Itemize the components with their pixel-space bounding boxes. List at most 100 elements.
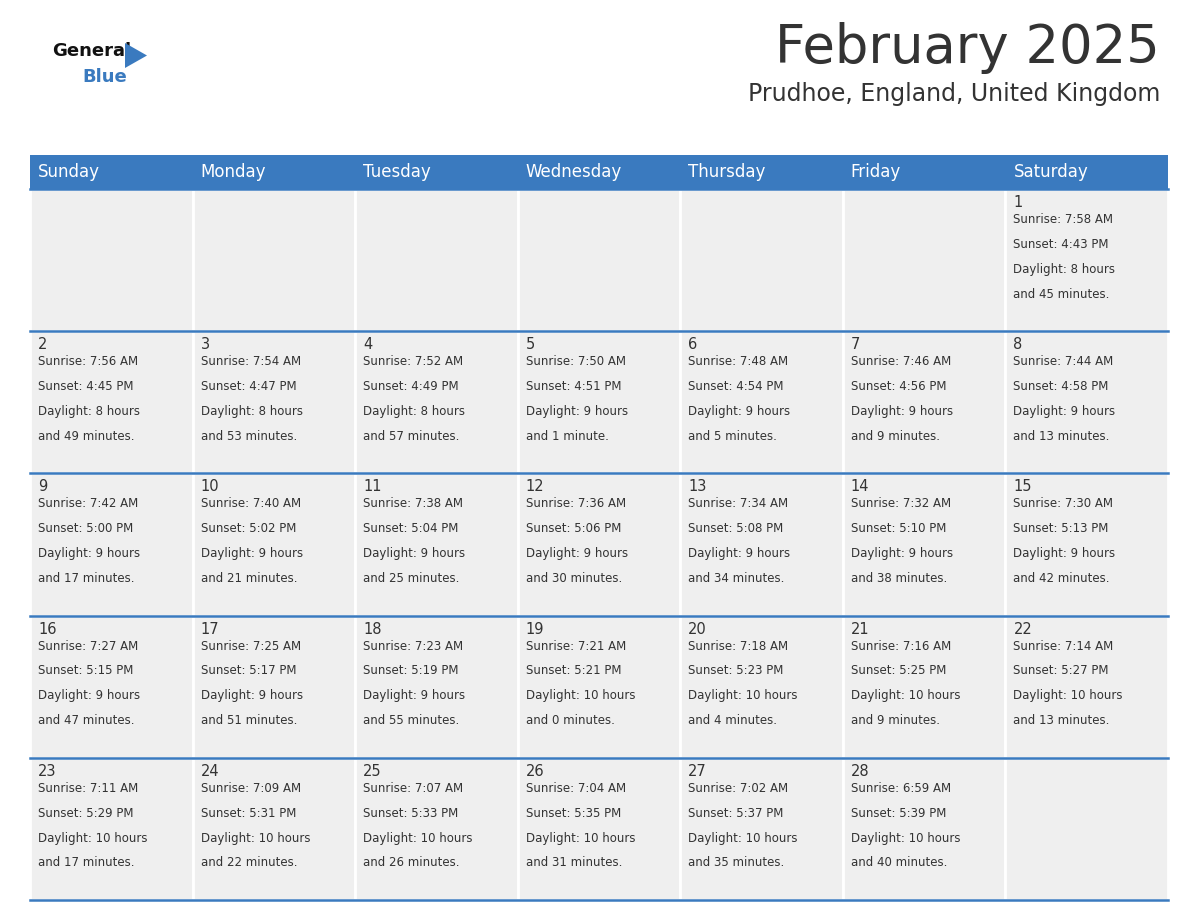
Text: and 13 minutes.: and 13 minutes. xyxy=(1013,430,1110,442)
Text: Daylight: 9 hours: Daylight: 9 hours xyxy=(526,405,627,418)
Text: and 17 minutes.: and 17 minutes. xyxy=(38,572,134,585)
Text: and 4 minutes.: and 4 minutes. xyxy=(688,714,777,727)
Bar xyxy=(842,331,1005,474)
Text: and 38 minutes.: and 38 minutes. xyxy=(851,572,947,585)
Bar xyxy=(30,155,192,189)
Text: 17: 17 xyxy=(201,621,220,636)
Text: Daylight: 9 hours: Daylight: 9 hours xyxy=(364,689,466,702)
Text: Daylight: 10 hours: Daylight: 10 hours xyxy=(526,832,636,845)
Text: Sunset: 5:06 PM: Sunset: 5:06 PM xyxy=(526,522,621,535)
Text: Sunset: 4:43 PM: Sunset: 4:43 PM xyxy=(1013,238,1108,251)
Text: Prudhoe, England, United Kingdom: Prudhoe, England, United Kingdom xyxy=(747,82,1159,106)
Text: General: General xyxy=(52,42,131,60)
Text: 13: 13 xyxy=(688,479,707,495)
Text: and 40 minutes.: and 40 minutes. xyxy=(851,856,947,869)
Text: 12: 12 xyxy=(526,479,544,495)
Bar xyxy=(681,331,842,474)
Text: Sunset: 5:27 PM: Sunset: 5:27 PM xyxy=(1013,665,1108,677)
Bar xyxy=(842,757,1005,900)
Text: Sunset: 5:04 PM: Sunset: 5:04 PM xyxy=(364,522,459,535)
Text: Sunrise: 7:56 AM: Sunrise: 7:56 AM xyxy=(38,355,138,368)
Text: Sunrise: 7:50 AM: Sunrise: 7:50 AM xyxy=(526,355,626,368)
Text: Daylight: 8 hours: Daylight: 8 hours xyxy=(364,405,466,418)
Text: Daylight: 9 hours: Daylight: 9 hours xyxy=(526,547,627,560)
Text: and 0 minutes.: and 0 minutes. xyxy=(526,714,614,727)
Bar xyxy=(842,155,1005,189)
Text: 2: 2 xyxy=(38,337,48,353)
Text: Sunrise: 6:59 AM: Sunrise: 6:59 AM xyxy=(851,782,950,795)
Text: Sunset: 5:08 PM: Sunset: 5:08 PM xyxy=(688,522,784,535)
Bar xyxy=(192,331,355,474)
Text: Sunset: 4:45 PM: Sunset: 4:45 PM xyxy=(38,380,133,393)
Text: Sunrise: 7:27 AM: Sunrise: 7:27 AM xyxy=(38,640,138,653)
Text: 7: 7 xyxy=(851,337,860,353)
Text: Sunset: 4:54 PM: Sunset: 4:54 PM xyxy=(688,380,784,393)
Bar xyxy=(1005,331,1168,474)
Bar xyxy=(681,757,842,900)
Bar xyxy=(518,757,681,900)
Text: Sunrise: 7:54 AM: Sunrise: 7:54 AM xyxy=(201,355,301,368)
Text: Saturday: Saturday xyxy=(1013,163,1088,181)
Text: Daylight: 10 hours: Daylight: 10 hours xyxy=(851,832,960,845)
Text: Sunrise: 7:09 AM: Sunrise: 7:09 AM xyxy=(201,782,301,795)
Text: February 2025: February 2025 xyxy=(776,22,1159,74)
Text: Daylight: 10 hours: Daylight: 10 hours xyxy=(201,832,310,845)
Text: Daylight: 10 hours: Daylight: 10 hours xyxy=(688,832,798,845)
Text: and 5 minutes.: and 5 minutes. xyxy=(688,430,777,442)
Bar xyxy=(192,155,355,189)
Text: 9: 9 xyxy=(38,479,48,495)
Text: Monday: Monday xyxy=(201,163,266,181)
Text: 4: 4 xyxy=(364,337,372,353)
Text: Sunrise: 7:58 AM: Sunrise: 7:58 AM xyxy=(1013,213,1113,226)
Bar xyxy=(681,616,842,757)
Bar xyxy=(1005,474,1168,616)
Polygon shape xyxy=(125,43,147,68)
Text: Sunrise: 7:32 AM: Sunrise: 7:32 AM xyxy=(851,498,950,510)
Text: 23: 23 xyxy=(38,764,57,778)
Text: Sunday: Sunday xyxy=(38,163,100,181)
Text: 6: 6 xyxy=(688,337,697,353)
Text: and 9 minutes.: and 9 minutes. xyxy=(851,430,940,442)
Text: and 26 minutes.: and 26 minutes. xyxy=(364,856,460,869)
Text: 10: 10 xyxy=(201,479,220,495)
Text: and 47 minutes.: and 47 minutes. xyxy=(38,714,134,727)
Text: and 55 minutes.: and 55 minutes. xyxy=(364,714,460,727)
Text: Sunset: 4:47 PM: Sunset: 4:47 PM xyxy=(201,380,296,393)
Text: and 51 minutes.: and 51 minutes. xyxy=(201,714,297,727)
Text: Daylight: 10 hours: Daylight: 10 hours xyxy=(1013,689,1123,702)
Text: 16: 16 xyxy=(38,621,57,636)
Text: 11: 11 xyxy=(364,479,381,495)
Text: and 45 minutes.: and 45 minutes. xyxy=(1013,287,1110,301)
Text: Daylight: 9 hours: Daylight: 9 hours xyxy=(851,405,953,418)
Text: Sunrise: 7:38 AM: Sunrise: 7:38 AM xyxy=(364,498,463,510)
Bar xyxy=(355,331,518,474)
Text: Sunrise: 7:02 AM: Sunrise: 7:02 AM xyxy=(688,782,789,795)
Bar xyxy=(681,474,842,616)
Text: Sunrise: 7:16 AM: Sunrise: 7:16 AM xyxy=(851,640,952,653)
Bar xyxy=(355,189,518,331)
Text: Sunrise: 7:30 AM: Sunrise: 7:30 AM xyxy=(1013,498,1113,510)
Text: and 57 minutes.: and 57 minutes. xyxy=(364,430,460,442)
Text: Sunrise: 7:44 AM: Sunrise: 7:44 AM xyxy=(1013,355,1113,368)
Bar xyxy=(192,757,355,900)
Text: Sunset: 5:17 PM: Sunset: 5:17 PM xyxy=(201,665,296,677)
Text: Daylight: 9 hours: Daylight: 9 hours xyxy=(201,547,303,560)
Bar xyxy=(518,474,681,616)
Text: and 30 minutes.: and 30 minutes. xyxy=(526,572,623,585)
Text: and 17 minutes.: and 17 minutes. xyxy=(38,856,134,869)
Text: and 53 minutes.: and 53 minutes. xyxy=(201,430,297,442)
Text: and 22 minutes.: and 22 minutes. xyxy=(201,856,297,869)
Text: Sunset: 5:13 PM: Sunset: 5:13 PM xyxy=(1013,522,1108,535)
Bar xyxy=(518,331,681,474)
Text: Sunset: 4:58 PM: Sunset: 4:58 PM xyxy=(1013,380,1108,393)
Text: Sunrise: 7:52 AM: Sunrise: 7:52 AM xyxy=(364,355,463,368)
Text: Daylight: 10 hours: Daylight: 10 hours xyxy=(688,689,798,702)
Bar xyxy=(355,155,518,189)
Text: Daylight: 9 hours: Daylight: 9 hours xyxy=(201,689,303,702)
Bar xyxy=(30,757,192,900)
Text: Wednesday: Wednesday xyxy=(526,163,623,181)
Text: Sunset: 5:33 PM: Sunset: 5:33 PM xyxy=(364,807,459,820)
Text: Sunset: 5:31 PM: Sunset: 5:31 PM xyxy=(201,807,296,820)
Text: Sunrise: 7:36 AM: Sunrise: 7:36 AM xyxy=(526,498,626,510)
Text: Daylight: 9 hours: Daylight: 9 hours xyxy=(688,405,790,418)
